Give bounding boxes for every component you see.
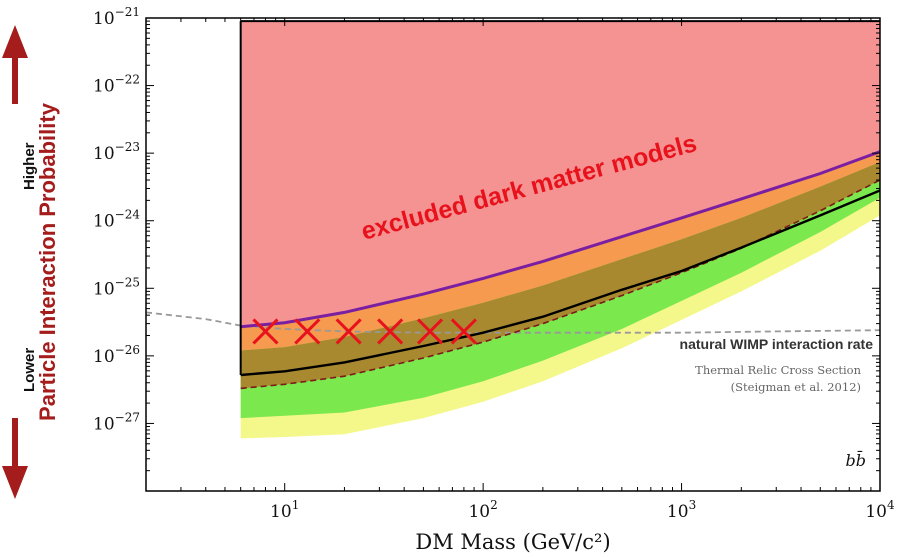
wimp-annotation: natural WIMP interaction rate bbox=[680, 336, 874, 352]
x-axis-label: DM Mass (GeV/c²) bbox=[415, 530, 610, 554]
side-label-group: Higher Lower Particle Interaction Probab… bbox=[2, 25, 60, 499]
x-tick-label: 103 bbox=[667, 498, 696, 522]
thermal-annotation-line1: Thermal Relic Cross Section bbox=[695, 363, 861, 377]
cross-marker bbox=[416, 318, 444, 345]
up-arrow-icon bbox=[2, 25, 28, 58]
y-tick-label: 10−26 bbox=[93, 343, 140, 367]
x-tick-label: 102 bbox=[468, 498, 497, 522]
y-tick-label: 10−25 bbox=[93, 275, 140, 299]
down-arrow-shaft bbox=[12, 418, 18, 466]
channel-label: bb̄ bbox=[846, 449, 866, 470]
band-orange bbox=[240, 152, 880, 351]
cross-markers bbox=[252, 318, 477, 345]
lower-label: Lower bbox=[21, 348, 38, 392]
y-axis-label: Particle Interaction Probability bbox=[35, 102, 60, 421]
x-tick-label: 104 bbox=[865, 498, 895, 522]
cross-marker bbox=[294, 318, 321, 345]
y-tick-label: 10−22 bbox=[93, 73, 140, 97]
y-tick-label: 10−24 bbox=[93, 208, 140, 232]
higher-label: Higher bbox=[21, 142, 38, 190]
cross-marker bbox=[377, 318, 404, 345]
axes-frame bbox=[145, 17, 881, 492]
thermal-relic-line bbox=[146, 311, 880, 334]
down-arrow-icon bbox=[2, 466, 28, 499]
thermal-annotation-line2: (Steigman et al. 2012) bbox=[731, 380, 861, 394]
x-tick-label: 101 bbox=[270, 498, 299, 522]
up-arrow-shaft bbox=[12, 56, 18, 104]
excluded-region bbox=[240, 21, 880, 327]
y-tick-label: 10−23 bbox=[93, 140, 140, 164]
y-tick-label: 10−21 bbox=[93, 5, 140, 29]
upper-limit-line bbox=[240, 150, 880, 329]
y-tick-label: 10−27 bbox=[93, 410, 140, 434]
observed-limit-line bbox=[240, 189, 880, 377]
cross-marker bbox=[335, 318, 362, 345]
plot-area bbox=[146, 20, 880, 439]
cross-marker bbox=[252, 318, 279, 345]
cross-marker bbox=[450, 318, 477, 345]
axis-ticks: 101 102 103 104 10−21 10−22 10−23 10−24 10−25 10−… bbox=[93, 5, 895, 522]
